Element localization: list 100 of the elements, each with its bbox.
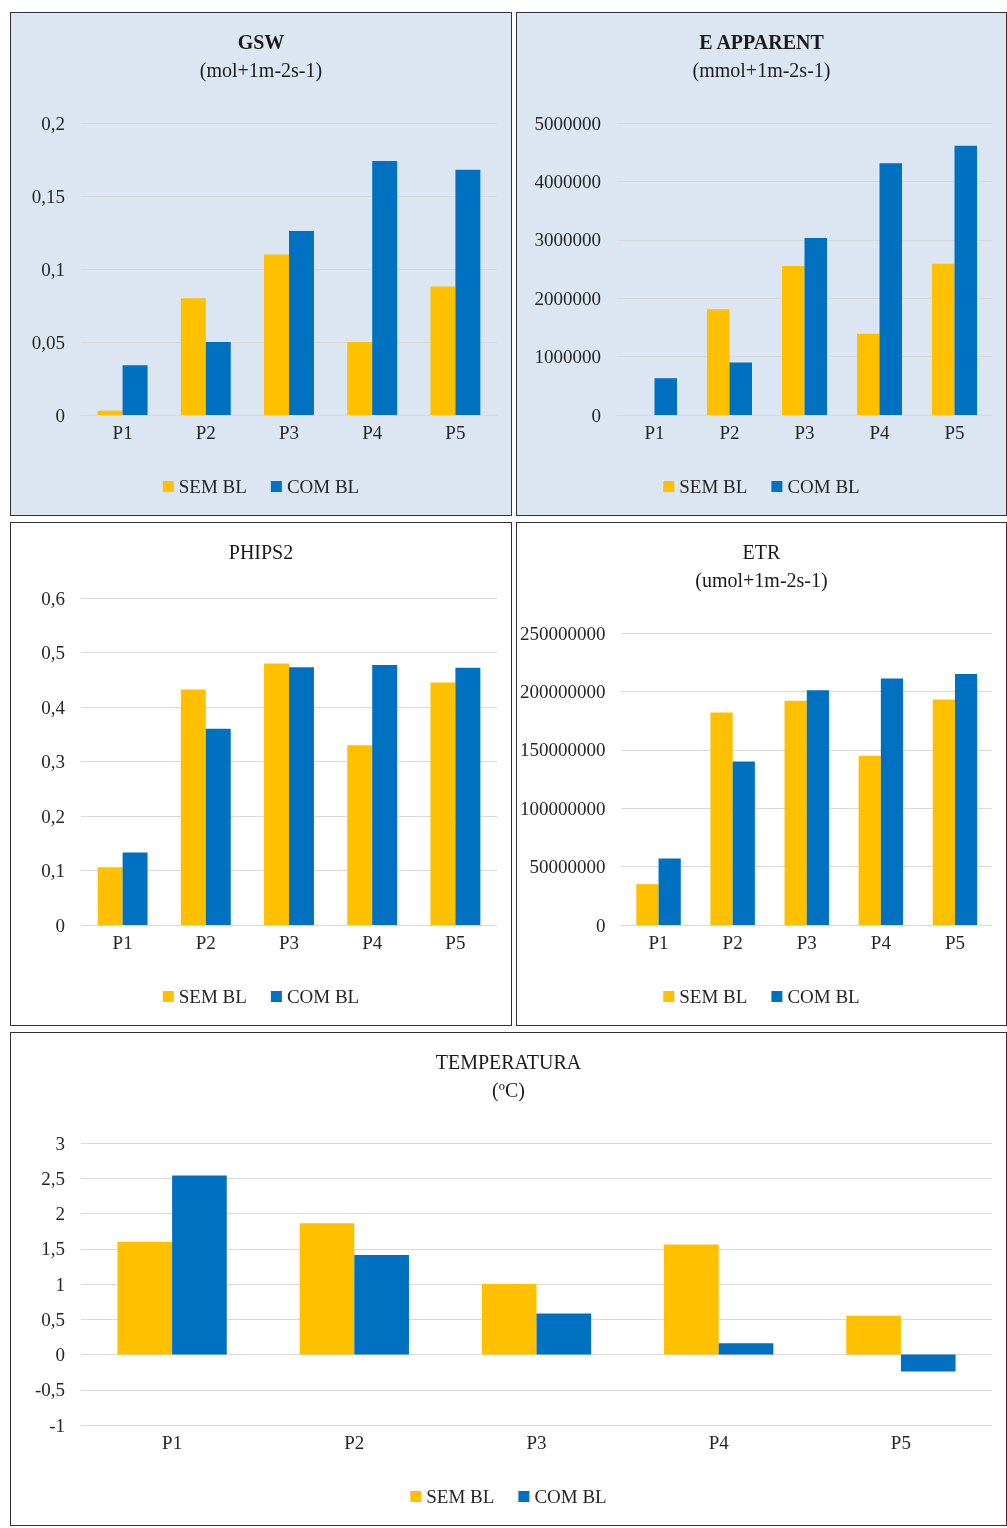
x-tick-label: P2 bbox=[344, 1432, 365, 1453]
y-tick-label: 0 bbox=[55, 404, 65, 426]
bar bbox=[804, 238, 827, 415]
bar bbox=[782, 266, 805, 415]
legend-label: SEM BL bbox=[426, 1486, 495, 1507]
x-tick-label: P2 bbox=[195, 422, 216, 443]
bar bbox=[97, 867, 123, 925]
bar bbox=[664, 1244, 719, 1355]
bar bbox=[180, 298, 206, 415]
x-tick-label: P3 bbox=[796, 932, 817, 953]
x-tick-label: P4 bbox=[362, 932, 383, 953]
x-tick-label: P3 bbox=[526, 1432, 547, 1453]
y-tick-label: 0,5 bbox=[41, 642, 65, 663]
chart-subtitle: (ºC) bbox=[492, 1079, 525, 1102]
x-tick-label: P4 bbox=[708, 1432, 730, 1453]
bar bbox=[954, 145, 977, 415]
legend-label: COM BL bbox=[787, 476, 860, 497]
x-tick-label: P5 bbox=[944, 422, 965, 443]
chart-subtitle: (mol+1m-2s-1) bbox=[199, 59, 323, 82]
bar bbox=[372, 160, 398, 415]
bar bbox=[636, 884, 659, 925]
chart-subtitle: (mmol+1m-2s-1) bbox=[692, 59, 831, 82]
bar bbox=[857, 333, 880, 415]
x-tick-label: P1 bbox=[648, 932, 669, 953]
x-tick-label: P5 bbox=[445, 422, 466, 443]
x-tick-label: P2 bbox=[719, 422, 740, 443]
y-tick-label: 3 bbox=[55, 1132, 65, 1154]
x-tick-label: P5 bbox=[944, 932, 965, 953]
bar bbox=[372, 665, 398, 925]
y-tick-label: 0,15 bbox=[31, 185, 65, 207]
bar bbox=[347, 342, 373, 415]
bar bbox=[858, 755, 881, 925]
x-tick-label: P5 bbox=[445, 932, 466, 953]
y-tick-label: 0 bbox=[596, 914, 606, 936]
y-tick-label: 0,1 bbox=[41, 860, 65, 881]
chart-subtitle: (umol+1m-2s-1) bbox=[695, 569, 828, 592]
bar bbox=[264, 254, 289, 415]
bar bbox=[430, 286, 456, 415]
y-tick-label: 2,5 bbox=[41, 1167, 65, 1189]
y-tick-label: 0,2 bbox=[41, 112, 65, 134]
bar bbox=[481, 1284, 537, 1355]
bar bbox=[654, 378, 677, 415]
y-tick-label: 0,6 bbox=[41, 587, 65, 609]
bar bbox=[289, 667, 314, 925]
legend-label: COM BL bbox=[286, 986, 360, 1007]
bar bbox=[97, 410, 123, 415]
x-tick-label: P1 bbox=[112, 932, 133, 953]
y-tick-label: 0,5 bbox=[41, 1308, 65, 1330]
legend-label: SEM BL bbox=[178, 476, 247, 497]
y-tick-label: 100000000 bbox=[520, 797, 606, 819]
legend-label: COM BL bbox=[286, 476, 360, 497]
y-tick-label: 0 bbox=[55, 1344, 65, 1365]
bar bbox=[122, 365, 148, 415]
x-tick-label: P3 bbox=[278, 422, 300, 443]
y-tick-label: 2000000 bbox=[534, 287, 601, 309]
x-tick-label: P1 bbox=[112, 422, 133, 443]
bar bbox=[732, 761, 755, 925]
legend-label: COM BL bbox=[534, 1486, 607, 1507]
bar bbox=[455, 169, 481, 415]
y-tick-label: 2 bbox=[55, 1203, 65, 1224]
y-tick-label: 4000000 bbox=[534, 170, 601, 192]
chart-title: TEMPERATURA bbox=[435, 1051, 582, 1073]
x-tick-label: P1 bbox=[644, 422, 665, 443]
legend-label: SEM BL bbox=[679, 986, 748, 1007]
y-tick-label: 150000000 bbox=[520, 739, 606, 761]
bar bbox=[729, 362, 752, 415]
x-tick-label: P2 bbox=[195, 932, 216, 953]
y-tick-label: 0,1 bbox=[41, 258, 65, 280]
y-tick-label: 0,05 bbox=[31, 331, 65, 353]
x-tick-label: P5 bbox=[890, 1432, 911, 1453]
bar bbox=[932, 699, 955, 925]
bar bbox=[710, 712, 733, 925]
y-tick-label: -1 bbox=[49, 1414, 65, 1436]
bar bbox=[205, 342, 231, 415]
bar bbox=[354, 1255, 409, 1355]
chart-title: E APPARENT bbox=[699, 31, 825, 53]
bar bbox=[347, 745, 373, 925]
bar bbox=[430, 682, 456, 925]
y-tick-label: 1,5 bbox=[41, 1238, 65, 1260]
y-tick-label: 1000000 bbox=[534, 346, 601, 368]
bar bbox=[455, 667, 481, 925]
y-tick-label: 5000000 bbox=[534, 112, 601, 134]
bar bbox=[172, 1175, 227, 1355]
bar bbox=[954, 673, 978, 925]
bar bbox=[264, 663, 289, 925]
x-tick-label: P2 bbox=[722, 932, 743, 953]
y-tick-label: 3000000 bbox=[534, 229, 601, 251]
y-tick-label: 0,2 bbox=[41, 805, 65, 827]
chart-title: ETR bbox=[742, 541, 782, 563]
legend-label: SEM BL bbox=[178, 986, 247, 1007]
y-tick-label: 1 bbox=[55, 1273, 65, 1295]
y-tick-label: 0 bbox=[591, 404, 601, 426]
bar bbox=[180, 689, 206, 925]
bar bbox=[932, 263, 955, 415]
bar bbox=[536, 1313, 592, 1355]
bar bbox=[658, 858, 681, 925]
y-tick-label: 50000000 bbox=[529, 856, 606, 878]
x-tick-label: P4 bbox=[362, 422, 383, 443]
bar bbox=[299, 1223, 355, 1355]
x-tick-label: P4 bbox=[869, 422, 891, 443]
